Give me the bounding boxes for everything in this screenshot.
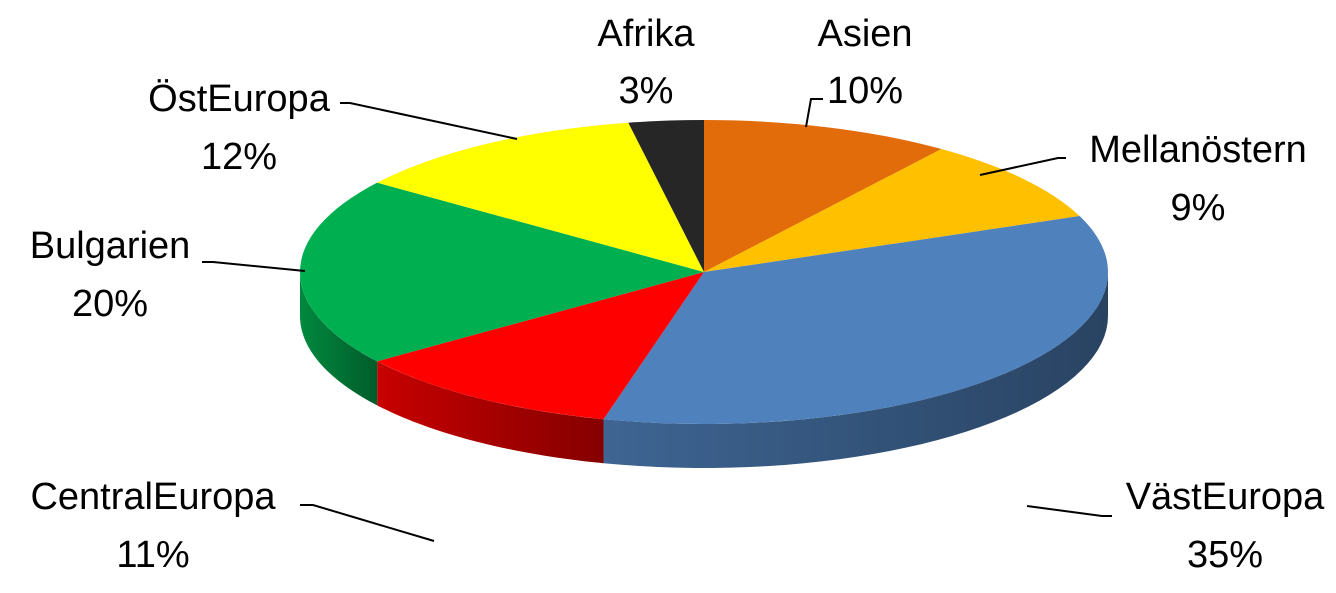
pie-slice-osteuropa	[377, 122, 704, 272]
slice-percent-osteuropa: 12%	[201, 136, 277, 178]
pie-slice-centraleuropa	[377, 272, 704, 420]
leader-line-osteuropa	[340, 102, 518, 140]
slice-percent-centraleuropa: 11%	[116, 534, 189, 576]
leader-line-bulgarien	[202, 261, 306, 272]
slice-label-vasteuropa: VästEuropa	[1126, 476, 1325, 518]
leader-line-asien	[805, 98, 823, 128]
leader-line-mellanostern	[979, 157, 1066, 176]
leader-line-vasteuropa	[1026, 505, 1112, 517]
leader-lines	[202, 98, 1112, 542]
leader-line-centraleuropa	[300, 504, 435, 542]
pie-slice-bulgarien	[300, 182, 704, 362]
slice-label-osteuropa: ÖstEuropa	[148, 78, 331, 120]
pie-side-centraleuropa	[377, 361, 604, 464]
pie-slice-mellanostern	[704, 149, 1080, 272]
slice-label-afrika: Afrika	[597, 13, 695, 55]
pie-sides	[300, 272, 1108, 468]
slice-percent-mellanostern: 9%	[1171, 187, 1226, 229]
pie-slice-afrika	[628, 119, 704, 272]
pie-tops	[300, 119, 1108, 424]
pie-slice-vasteuropa	[603, 216, 1108, 424]
pie-slice-asien	[704, 120, 942, 272]
slice-labels: Asien 10% Mellanöstern 9% VästEuropa 35% Centr…	[30, 13, 1325, 576]
slice-percent-bulgarien: 20%	[72, 283, 148, 325]
slice-label-mellanostern: Mellanöstern	[1089, 129, 1307, 171]
slice-percent-asien: 10%	[827, 70, 903, 112]
slice-label-centraleuropa: CentralEuropa	[30, 476, 276, 518]
slice-label-bulgarien: Bulgarien	[30, 225, 191, 267]
slice-label-asien: Asien	[817, 13, 912, 55]
pie-side-vasteuropa	[603, 272, 1108, 468]
slice-percent-afrika: 3%	[619, 70, 674, 112]
pie-side-bulgarien	[300, 272, 378, 406]
slice-percent-vasteuropa: 35%	[1187, 534, 1263, 576]
